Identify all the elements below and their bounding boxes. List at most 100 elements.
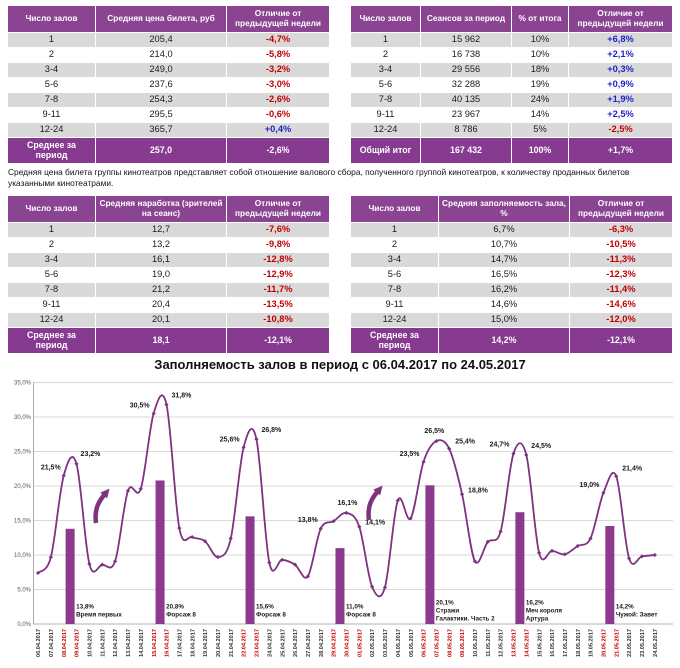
table-row: 9-11 14,6% -14,6% [350, 297, 673, 313]
chart-point [241, 445, 246, 450]
chart-point [267, 560, 272, 565]
avg-ticket-price-table: Число залов Средняя цена билета, руб Отлич… [7, 5, 330, 164]
table-cell: 40 135 [420, 92, 512, 108]
table-cell: 18,1 [95, 327, 227, 354]
table-row: 1 12,7 -7,6% [7, 222, 330, 238]
table-row: Среднее за период 14,2% -12,1% [350, 327, 673, 354]
table-cell: +2,5% [568, 107, 673, 123]
table-cell: 257,0 [95, 137, 227, 164]
chart-point [537, 550, 542, 556]
table-cell: 8 786 [420, 122, 512, 138]
table-row: 3-4 16,1 -12,8% [7, 252, 330, 268]
y-axis-tick-label: 25,0% [14, 450, 32, 456]
x-axis-date-label: 19.05.2017 [589, 629, 595, 657]
table-row: 12-24 365,7 +0,4% [7, 122, 330, 138]
table-cell: 365,7 [95, 122, 227, 138]
table-cell: 16 738 [420, 47, 512, 63]
chart-bar-label: Форсаж 8 [256, 612, 286, 619]
table-cell: +0,3% [568, 62, 673, 78]
x-axis-date-label: 19.04.2017 [203, 629, 209, 657]
chart-point-label: 23,5% [400, 451, 421, 458]
table-cell: -12,3% [569, 267, 673, 283]
table-row: Число залов Сеансов за период% от итога От… [350, 5, 673, 33]
y-axis-tick-label: 15,0% [14, 519, 32, 525]
chart-line [37, 394, 655, 598]
chart-canvas: 0,0% 5,0% 10,0% 15,0% 20,0% 25,0% 30,0% 35,0% 13… [14, 381, 673, 657]
chart-point-label: 26,8% [261, 427, 282, 434]
table-cell: 167 432 [420, 137, 512, 164]
table-cell: -14,6% [569, 297, 673, 313]
table-cell: Среднее за период [350, 327, 439, 354]
table-row: 2 13,2 -9,8% [7, 237, 330, 253]
x-axis-date-label: 05.05.2017 [409, 629, 415, 657]
table-cell: 18% [511, 62, 569, 78]
chart-point [254, 436, 259, 442]
table-row: 12-24 8 786 5% -2,5% [350, 122, 673, 138]
chart-point [344, 510, 349, 516]
table-cell: 10,7% [438, 237, 570, 253]
table-cell: 5% [511, 122, 569, 138]
chart-point [395, 498, 400, 503]
table-cell: -4,7% [226, 32, 330, 48]
x-axis-date-label: 09.05.2017 [460, 629, 466, 657]
chart-point-label: 25,6% [220, 436, 241, 443]
table-cell: 15 962 [420, 32, 512, 48]
x-axis-date-label: 22.04.2017 [242, 629, 248, 657]
table-cell: -11,3% [569, 252, 673, 268]
chart-bar [425, 485, 435, 624]
x-axis-date-label: 08.05.2017 [447, 629, 453, 657]
chart-point-label: 25,4% [455, 439, 476, 446]
table-cell: 16,5% [438, 267, 570, 283]
chart-bar [65, 528, 75, 624]
chart-point [511, 451, 516, 456]
table-cell: 1 [350, 32, 421, 48]
chart-bar-label: Чужой: Завет [616, 611, 658, 619]
x-axis-date-label: 18.04.2017 [190, 629, 196, 657]
x-axis-date-label: 07.05.2017 [434, 629, 440, 657]
table-cell: Среднее за период [7, 327, 96, 354]
table-row: 5-6 237,6 -3,0% [7, 77, 330, 93]
table-row: 7-8 21,2 -11,7% [7, 282, 330, 298]
x-axis-date-label: 13.05.2017 [512, 629, 518, 657]
table-cell: Число залов [350, 5, 421, 33]
chart-point [190, 534, 195, 540]
table-cell: 12-24 [7, 122, 96, 138]
table-cell: 19,0 [95, 267, 227, 283]
x-axis-date-label: 12.04.2017 [113, 629, 119, 657]
table-cell: +0,9% [568, 77, 673, 93]
chart-bar [155, 480, 165, 624]
table-cell: -13,5% [226, 297, 330, 313]
table-row: 7-8 254,3 -2,6% [7, 92, 330, 108]
avg-occupancy-table: Число залов Средняя заполняемость зала, %… [350, 195, 673, 354]
table-cell: 100% [511, 137, 569, 164]
table-cell: 254,3 [95, 92, 227, 108]
x-axis-date-label: 22.05.2017 [627, 629, 633, 657]
chart-point-label: 16,1% [337, 500, 358, 507]
chart-point-label: 26,5% [424, 428, 445, 435]
x-axis-date-label: 10.05.2017 [473, 629, 479, 657]
table-cell: 12-24 [350, 122, 421, 138]
chart-point [74, 461, 79, 467]
table-cell: -10,8% [226, 312, 330, 328]
chart-point [48, 554, 53, 560]
sessions-table: Число залов Сеансов за период% от итога От… [350, 5, 673, 164]
table-cell: -12,9% [226, 267, 330, 283]
table-cell: +1,9% [568, 92, 673, 108]
x-axis-date-label: 13.04.2017 [126, 629, 132, 657]
chart-bar-label: 20,1% [436, 600, 454, 607]
table-cell: -9,8% [226, 237, 330, 253]
chart-point [652, 552, 657, 558]
x-axis-date-label: 07.04.2017 [49, 629, 55, 657]
x-axis-date-label: 24.05.2017 [653, 629, 659, 657]
table-cell: 14,6% [438, 297, 570, 313]
chart-point-label: 23,2% [81, 451, 102, 458]
table-cell: 9-11 [350, 297, 439, 313]
x-axis-date-label: 20.05.2017 [602, 629, 608, 657]
x-axis-date-label: 23.05.2017 [640, 629, 646, 657]
x-axis-date-label: 16.05.2017 [550, 629, 556, 657]
table-cell: +1,7% [568, 137, 673, 164]
chart-point [549, 548, 555, 553]
table-cell: Число залов [350, 195, 439, 223]
chart-bar-label: Время первых [76, 612, 122, 619]
table-cell: Отличие от предыдущей недели [226, 5, 330, 33]
